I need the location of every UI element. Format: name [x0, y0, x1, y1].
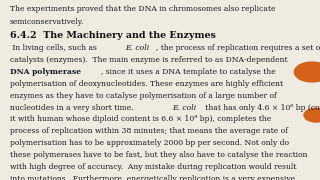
Text: semiconservatively.: semiconservatively. — [10, 18, 84, 26]
Text: that has only 4.6 × 10⁶ bp (compare: that has only 4.6 × 10⁶ bp (compare — [204, 103, 320, 111]
Text: , the process of replication requires a set of: , the process of replication requires a … — [156, 44, 320, 52]
Text: polymerisation of deoxynucleotides. These enzymes are highly efficient: polymerisation of deoxynucleotides. Thes… — [10, 80, 283, 88]
Text: process of replication within 38 minutes; that means the average rate of: process of replication within 38 minutes… — [10, 127, 287, 135]
Text: polymerisation has to be approximately 2000 bp per second. Not only do: polymerisation has to be approximately 2… — [10, 139, 289, 147]
Circle shape — [304, 108, 320, 122]
Text: E. coli: E. coli — [172, 103, 196, 111]
Text: catalysts (enzymes).  The main enzyme is referred to as DNA-dependent: catalysts (enzymes). The main enzyme is … — [10, 56, 287, 64]
Text: these polymerases have to be fast, but they also have to catalyse the reaction: these polymerases have to be fast, but t… — [10, 151, 307, 159]
Text: enzymes as they have to catalyse polymerisation of a large number of: enzymes as they have to catalyse polymer… — [10, 92, 276, 100]
Text: with high degree of accuracy.  Any mistake during replication would result: with high degree of accuracy. Any mistak… — [10, 163, 296, 171]
Text: In living cells, such as: In living cells, such as — [10, 44, 99, 52]
Text: E. coli: E. coli — [125, 44, 149, 52]
Text: The experiments proved that the DNA in chromosomes also replicate: The experiments proved that the DNA in c… — [10, 5, 275, 13]
Text: into mutations.  Furthermore, energetically replication is a very expensive: into mutations. Furthermore, energetical… — [10, 175, 295, 180]
Text: it with human whose diploid content is 6.6 × 10⁹ bp), completes the: it with human whose diploid content is 6… — [10, 115, 271, 123]
Text: DNA polymerase: DNA polymerase — [10, 68, 81, 76]
Text: 6.4.2  The Machinery and the Enzymes: 6.4.2 The Machinery and the Enzymes — [10, 31, 215, 40]
Text: , since it uses a DNA template to catalyse the: , since it uses a DNA template to cataly… — [101, 68, 276, 76]
Text: nucleotides in a very short time.: nucleotides in a very short time. — [10, 103, 136, 111]
Circle shape — [294, 62, 320, 82]
